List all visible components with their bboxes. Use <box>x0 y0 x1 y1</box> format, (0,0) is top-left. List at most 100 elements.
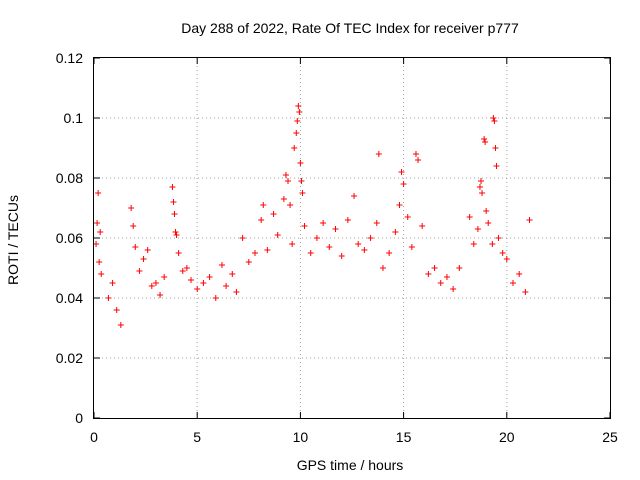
x-tick-label: 0 <box>90 429 98 445</box>
data-point <box>218 262 225 268</box>
data-point <box>493 163 500 169</box>
data-point <box>96 259 103 265</box>
data-point <box>367 235 374 241</box>
data-point <box>474 226 481 232</box>
data-point <box>400 181 407 187</box>
data-point <box>419 223 426 229</box>
data-point <box>338 253 345 259</box>
data-point <box>170 199 177 205</box>
data-point <box>509 280 516 286</box>
data-point <box>287 202 294 208</box>
data-point <box>476 184 483 190</box>
data-point <box>412 151 419 157</box>
data-point <box>161 274 168 280</box>
data-point <box>386 250 393 256</box>
y-tick-label: 0.12 <box>56 50 83 66</box>
data-point <box>299 190 306 196</box>
data-point <box>492 145 499 151</box>
data-point <box>478 178 484 184</box>
data-point <box>470 241 477 247</box>
data-point <box>113 307 120 313</box>
data-point <box>295 103 302 109</box>
data-point <box>169 184 176 190</box>
data-point <box>375 151 382 157</box>
data-point <box>285 178 292 184</box>
data-point <box>172 229 179 235</box>
data-point <box>396 202 403 208</box>
data-point <box>522 289 529 295</box>
data-point <box>212 295 219 301</box>
data-point <box>450 286 457 292</box>
data-point <box>491 118 498 124</box>
data-point <box>495 235 502 241</box>
y-tick-label: 0 <box>75 410 83 426</box>
data-point <box>479 190 486 196</box>
data-point <box>404 214 411 220</box>
data-point <box>408 244 415 250</box>
data-point <box>282 172 289 178</box>
data-point <box>320 220 327 226</box>
data-point <box>355 241 362 247</box>
x-tick-label: 10 <box>293 429 309 445</box>
data-point <box>294 118 301 124</box>
data-point <box>379 265 386 271</box>
data-point <box>179 268 186 274</box>
data-point <box>148 283 155 289</box>
data-point <box>392 229 399 235</box>
data-points <box>93 103 533 328</box>
data-point <box>183 265 190 271</box>
x-axis-label: GPS time / hours <box>297 457 404 473</box>
data-point <box>326 244 333 250</box>
data-point <box>485 220 492 226</box>
y-tick-label: 0.08 <box>56 170 83 186</box>
data-point <box>136 268 143 274</box>
data-point <box>94 220 101 226</box>
x-tick-label: 5 <box>193 429 201 445</box>
data-point <box>431 265 438 271</box>
data-point <box>200 280 207 286</box>
data-point <box>239 235 246 241</box>
data-point <box>229 271 236 277</box>
data-point <box>437 280 444 286</box>
data-point <box>270 211 277 217</box>
data-point <box>117 322 124 328</box>
data-point <box>188 277 195 283</box>
data-point <box>373 220 380 226</box>
data-point <box>332 226 339 232</box>
data-point <box>280 196 287 202</box>
data-point <box>482 139 489 145</box>
data-point <box>481 136 488 142</box>
data-point <box>173 232 180 238</box>
data-point <box>344 217 351 223</box>
x-tick-label: 25 <box>602 429 618 445</box>
data-point <box>291 145 298 151</box>
data-point <box>516 271 523 277</box>
data-point <box>466 214 473 220</box>
data-point <box>144 247 151 253</box>
data-point <box>415 157 422 163</box>
data-point <box>443 274 450 280</box>
data-point <box>171 211 178 217</box>
data-point <box>95 190 102 196</box>
data-point <box>109 280 116 286</box>
y-tick-label: 0.04 <box>56 290 83 306</box>
data-point <box>490 115 497 121</box>
data-point <box>313 235 320 241</box>
data-point <box>152 280 159 286</box>
data-point <box>351 193 358 199</box>
data-point <box>206 274 213 280</box>
data-point <box>98 271 105 277</box>
data-point <box>398 169 405 175</box>
data-point <box>289 241 296 247</box>
x-tick-label: 15 <box>396 429 412 445</box>
chart-title: Day 288 of 2022, Rate Of TEC Index for r… <box>181 20 519 36</box>
data-point <box>307 250 314 256</box>
data-point <box>245 259 252 265</box>
data-point <box>128 205 135 211</box>
data-point <box>301 223 308 229</box>
data-point <box>105 295 112 301</box>
data-point <box>194 286 201 292</box>
data-point <box>251 250 258 256</box>
data-point <box>274 232 281 238</box>
